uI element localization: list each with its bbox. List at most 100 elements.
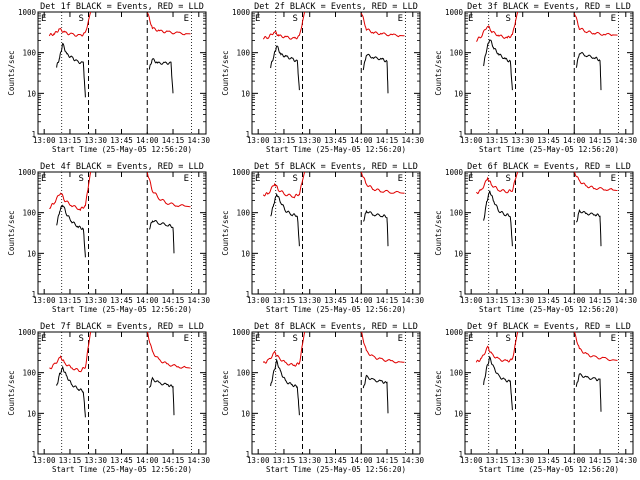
x-tick-label: 13:30 — [84, 296, 107, 305]
marker-e-start: E — [41, 14, 46, 24]
series-group — [475, 172, 618, 247]
events-series-line — [483, 190, 513, 247]
lld-series-line — [262, 332, 306, 367]
events-series-line — [56, 365, 86, 418]
x-tick-label: 14:00 — [350, 136, 373, 145]
y-axis-label: Counts/sec — [434, 50, 443, 95]
plot-frame — [251, 171, 421, 295]
y-tick-label: 1000 — [18, 328, 37, 337]
marker-e-start: E — [255, 334, 260, 344]
x-tick-label: 13:00 — [247, 296, 270, 305]
x-tick-label: 14:15 — [162, 136, 185, 145]
panel-title: Det 1f BLACK = Events, RED = LLD — [40, 2, 204, 12]
marker-s: S — [506, 14, 511, 24]
x-tick-label: 13:15 — [59, 136, 82, 145]
lld-series-line — [573, 12, 618, 37]
plot-frame — [464, 331, 634, 455]
x-tick-label: 14:15 — [162, 296, 185, 305]
marker-s: S — [79, 174, 84, 184]
panel-det-3: Det 3f BLACK = Events, RED = LLD 1 10 100 10… — [434, 2, 638, 154]
series-group — [475, 332, 618, 412]
marker-e-end: E — [184, 14, 189, 24]
x-tick-label: 14:15 — [376, 136, 399, 145]
marker-e-end: E — [398, 174, 403, 184]
marker-e-end: E — [398, 14, 403, 24]
x-tick-label: 14:30 — [187, 296, 210, 305]
plot-frame — [37, 331, 207, 455]
plot-frame — [251, 11, 421, 135]
x-tick-label: 14:30 — [614, 296, 637, 305]
panel-title: Det 6f BLACK = Events, RED = LLD — [467, 162, 631, 172]
marker-e-start: E — [41, 174, 46, 184]
events-series-line — [270, 192, 300, 247]
y-tick-label: 1000 — [232, 328, 251, 337]
marker-s: S — [293, 334, 298, 344]
marker-e-end: E — [611, 174, 616, 184]
y-tick-label: 1000 — [445, 328, 464, 337]
lld-series-line — [360, 172, 405, 194]
marker-s: S — [293, 14, 298, 24]
x-tick-label: 14:00 — [350, 456, 373, 465]
marker-s: S — [79, 14, 84, 24]
x-tick-label: 14:30 — [401, 296, 424, 305]
events-series-line — [362, 53, 389, 94]
x-tick-label: 13:15 — [59, 456, 82, 465]
panel-det-4: Det 4f BLACK = Events, RED = LLD 1 10 100 10… — [7, 162, 211, 314]
x-tick-label: 13:15 — [273, 296, 296, 305]
series-group — [49, 172, 191, 258]
x-axis-label: Start Time (25-May-05 12:56:20) — [266, 465, 406, 474]
panel-title: Det 2f BLACK = Events, RED = LLD — [254, 2, 418, 12]
plot-frame — [251, 331, 421, 455]
y-axis-label: Counts/sec — [221, 210, 230, 255]
x-tick-label: 14:00 — [136, 136, 159, 145]
x-tick-label: 14:15 — [376, 296, 399, 305]
x-tick-label: 13:45 — [324, 136, 347, 145]
y-tick-label: 10 — [241, 89, 251, 98]
x-axis-label: Start Time (25-May-05 12:56:20) — [479, 145, 619, 154]
events-series-line — [363, 209, 389, 247]
x-tick-label: 13:15 — [486, 456, 509, 465]
y-tick-label: 1000 — [18, 8, 37, 17]
x-axis-label: Start Time (25-May-05 12:56:20) — [266, 145, 406, 154]
events-series-line — [148, 376, 175, 416]
marker-e-start: E — [468, 14, 473, 24]
x-tick-label: 13:00 — [460, 296, 483, 305]
lld-series-line — [475, 332, 519, 363]
lld-series-line — [147, 332, 191, 369]
x-axis-label: Start Time (25-May-05 12:56:20) — [479, 305, 619, 314]
x-tick-label: 13:45 — [537, 296, 560, 305]
x-axis-label: Start Time (25-May-05 12:56:20) — [52, 465, 192, 474]
lld-series-line — [146, 12, 191, 36]
y-axis-label: Counts/sec — [434, 370, 443, 415]
y-tick-label: 100 — [22, 49, 36, 58]
marker-e-start: E — [468, 174, 473, 184]
x-tick-label: 13:45 — [324, 296, 347, 305]
x-tick-label: 14:15 — [589, 296, 612, 305]
plot-frame — [464, 171, 634, 295]
x-tick-label: 13:00 — [460, 456, 483, 465]
y-tick-label: 10 — [27, 89, 37, 98]
marker-s: S — [506, 334, 511, 344]
lld-series-line — [475, 12, 519, 42]
x-tick-label: 14:15 — [376, 456, 399, 465]
marker-e-start: E — [255, 174, 260, 184]
y-tick-label: 1 — [245, 290, 250, 299]
events-series-line — [56, 42, 86, 98]
x-tick-label: 14:30 — [187, 136, 210, 145]
x-tick-label: 14:15 — [589, 136, 612, 145]
marker-e-end: E — [184, 334, 189, 344]
lld-series-line — [262, 172, 306, 199]
lld-series-line — [360, 13, 405, 38]
x-tick-label: 14:30 — [614, 136, 637, 145]
y-tick-label: 10 — [454, 89, 464, 98]
x-tick-label: 14:00 — [563, 296, 586, 305]
panel-title: Det 4f BLACK = Events, RED = LLD — [40, 162, 204, 172]
plot-frame — [37, 171, 207, 295]
lld-series-line — [48, 12, 92, 37]
events-series-line — [270, 358, 300, 416]
x-tick-label: 13:30 — [84, 136, 107, 145]
y-tick-label: 100 — [22, 369, 36, 378]
events-series-line — [56, 204, 86, 258]
y-tick-label: 1000 — [445, 168, 464, 177]
